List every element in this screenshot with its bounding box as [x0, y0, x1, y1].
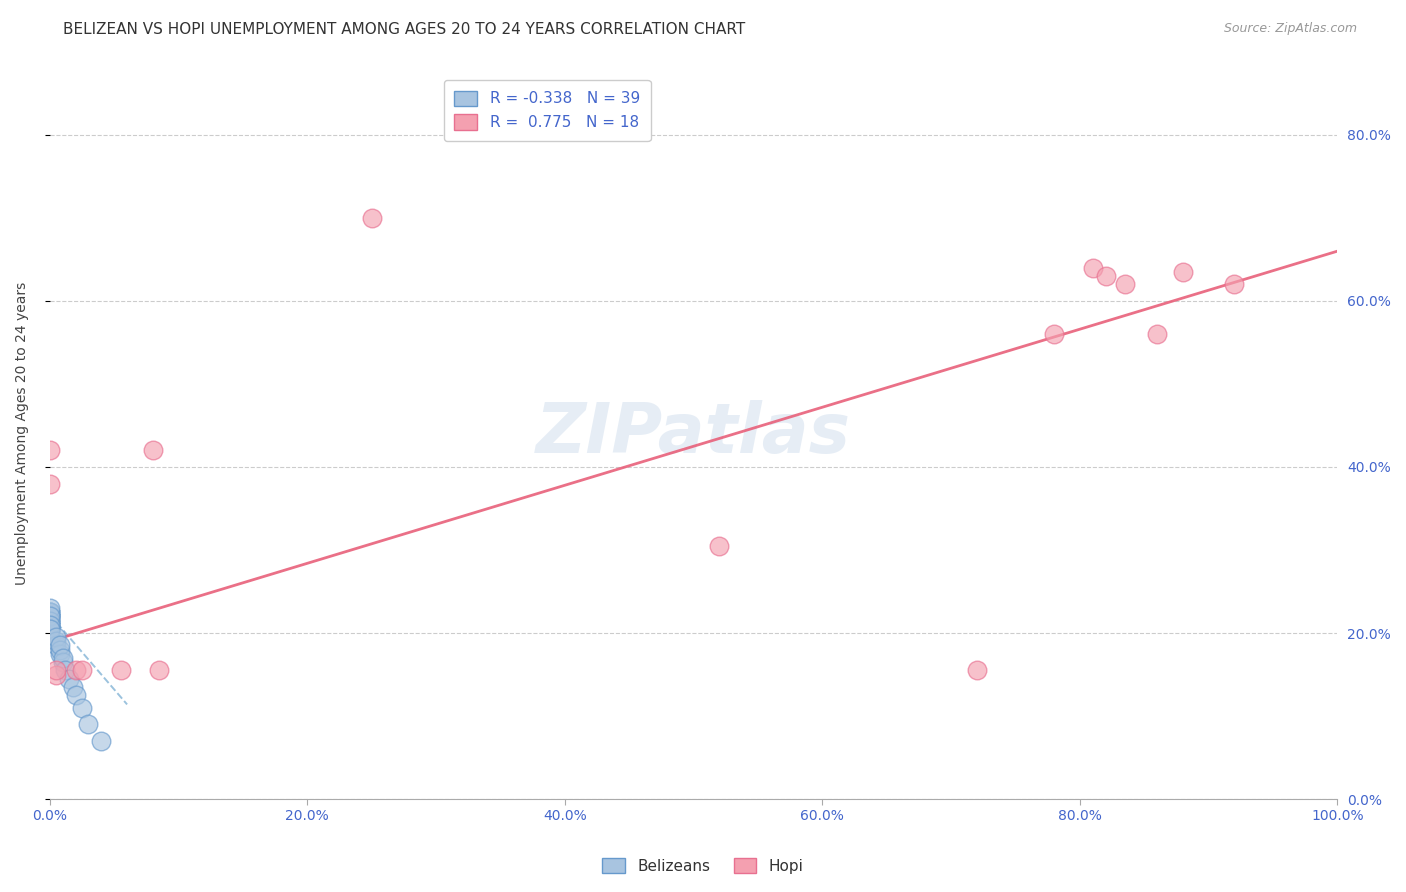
Point [90, 734, 112, 748]
Point [38, 617, 60, 632]
Text: Source: ZipAtlas.com: Source: ZipAtlas.com [1223, 22, 1357, 36]
Point [38, 622, 60, 636]
Point [58, 672, 80, 686]
Point [110, 664, 132, 678]
Point [38, 617, 60, 632]
Legend: Belizeans, Hopi: Belizeans, Hopi [596, 852, 810, 880]
Point [1043, 327, 1066, 342]
Point [65, 688, 87, 702]
Point [38, 630, 60, 644]
Point [49, 639, 72, 653]
Point [49, 647, 72, 661]
Point [45, 664, 67, 678]
Point [142, 443, 165, 458]
Point [45, 667, 67, 681]
Point [38, 622, 60, 636]
Point [38, 617, 60, 632]
Point [38, 614, 60, 628]
Point [53, 664, 76, 678]
Point [70, 664, 93, 678]
Point [52, 655, 75, 669]
Legend: R = -0.338   N = 39, R =  0.775   N = 18: R = -0.338 N = 39, R = 0.775 N = 18 [444, 79, 651, 141]
Point [62, 680, 84, 694]
Point [45, 630, 67, 644]
Point [65, 664, 87, 678]
Point [38, 614, 60, 628]
Point [38, 601, 60, 615]
Point [49, 642, 72, 657]
Point [38, 609, 60, 624]
Point [1094, 268, 1116, 283]
Point [709, 539, 731, 553]
Point [52, 651, 75, 665]
Point [38, 609, 60, 624]
Point [38, 622, 60, 636]
Point [45, 639, 67, 653]
Point [38, 622, 60, 636]
Point [1081, 260, 1104, 275]
Point [70, 700, 93, 714]
Point [966, 664, 988, 678]
Y-axis label: Unemployment Among Ages 20 to 24 years: Unemployment Among Ages 20 to 24 years [15, 282, 30, 585]
Point [38, 609, 60, 624]
Point [1146, 327, 1168, 342]
Point [38, 609, 60, 624]
Point [38, 630, 60, 644]
Point [38, 476, 60, 491]
Point [1171, 265, 1194, 279]
Point [38, 443, 60, 458]
Point [77, 717, 100, 731]
Point [148, 664, 170, 678]
Text: ZIPatlas: ZIPatlas [536, 401, 851, 467]
Point [1114, 277, 1136, 292]
Point [38, 617, 60, 632]
Point [360, 211, 382, 225]
Point [38, 605, 60, 619]
Point [38, 614, 60, 628]
Point [38, 614, 60, 628]
Point [1223, 277, 1246, 292]
Point [38, 626, 60, 640]
Point [38, 605, 60, 619]
Point [38, 605, 60, 619]
Point [45, 634, 67, 648]
Point [38, 609, 60, 624]
Text: BELIZEAN VS HOPI UNEMPLOYMENT AMONG AGES 20 TO 24 YEARS CORRELATION CHART: BELIZEAN VS HOPI UNEMPLOYMENT AMONG AGES… [63, 22, 745, 37]
